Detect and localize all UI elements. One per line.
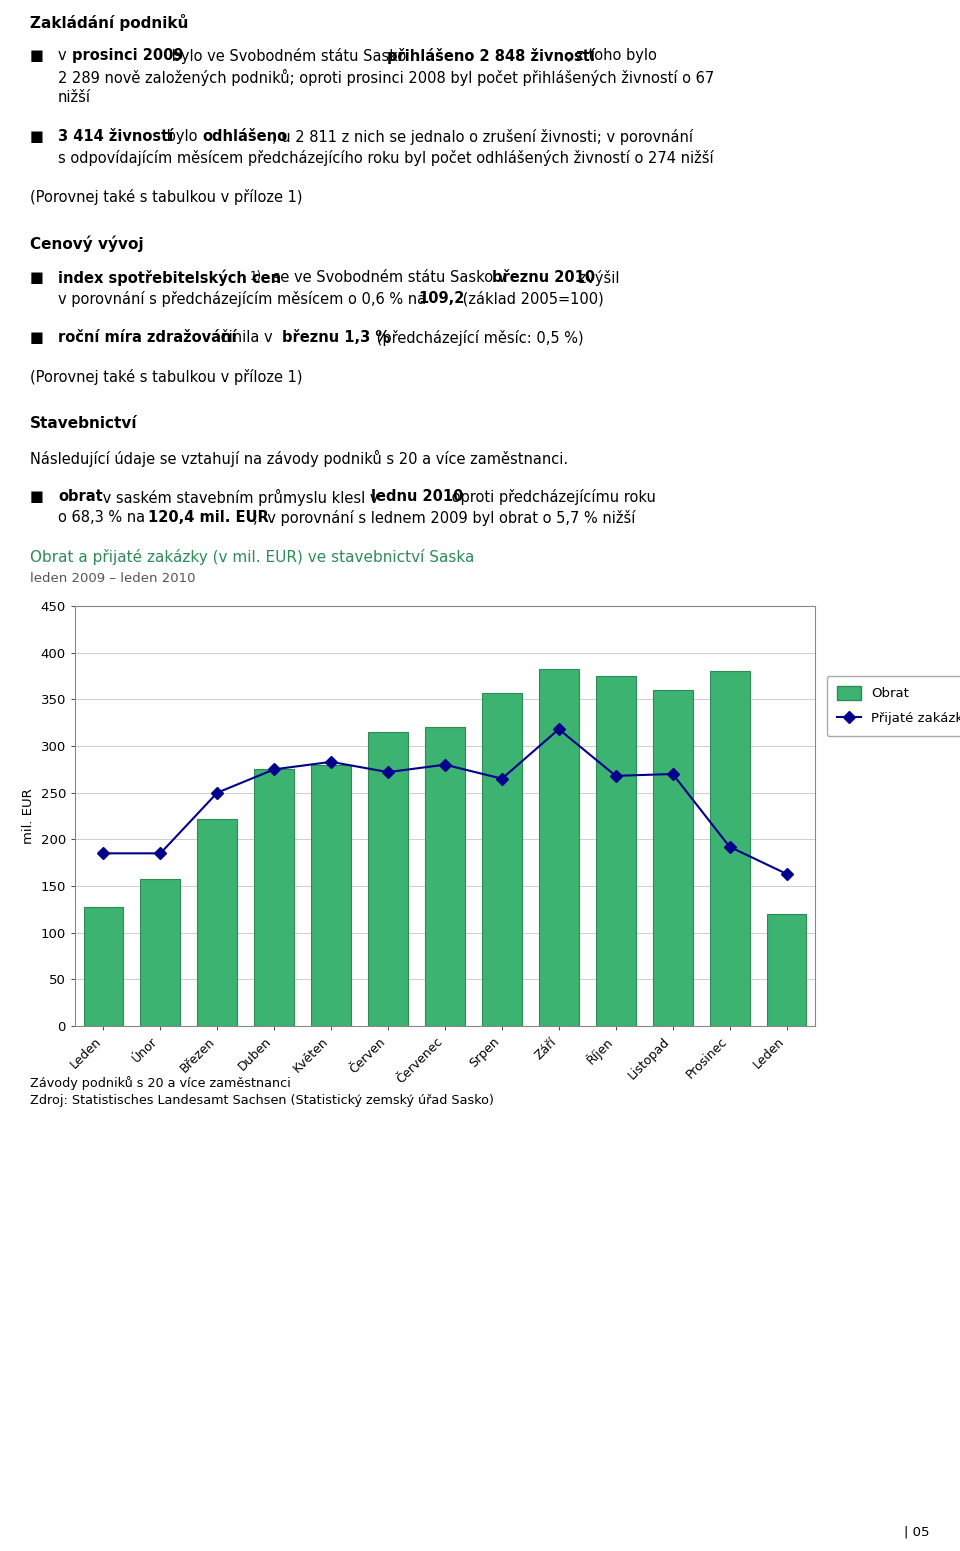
Text: v saském stavebním průmyslu klesl v: v saském stavebním průmyslu klesl v — [98, 489, 383, 506]
Bar — [254, 769, 294, 1027]
Bar — [425, 727, 465, 1027]
Text: Cenový vývoj: Cenový vývoj — [30, 236, 144, 253]
Text: , u 2 811 z nich se jednalo o zrušení živnosti; v porovnání: , u 2 811 z nich se jednalo o zrušení ži… — [272, 129, 693, 144]
Text: nižší: nižší — [58, 90, 91, 105]
Text: se ve Svobodném státu Sasko v: se ve Svobodném státu Sasko v — [268, 270, 511, 285]
Text: (základ 2005=100): (základ 2005=100) — [458, 292, 604, 307]
Text: 2 289 nově založených podniků; oproti prosinci 2008 byl počet přihlášených živno: 2 289 nově založených podniků; oproti pr… — [58, 68, 714, 85]
Text: činila v: činila v — [216, 330, 277, 344]
Text: přihlášeno 2 848 živností: přihlášeno 2 848 živností — [387, 48, 595, 64]
Text: zvýšil: zvýšil — [574, 270, 619, 285]
Text: 1): 1) — [250, 270, 262, 282]
Text: leden 2009 – leden 2010: leden 2009 – leden 2010 — [30, 572, 196, 585]
Text: Závody podniků s 20 a více zaměstnanci: Závody podniků s 20 a více zaměstnanci — [30, 1076, 291, 1090]
Text: (Porovnej také s tabulkou v příloze 1): (Porovnej také s tabulkou v příloze 1) — [30, 369, 302, 385]
Bar — [709, 672, 750, 1027]
Text: odhlášeno: odhlášeno — [202, 129, 287, 144]
Text: Obrat a přijaté zakázky (v mil. EUR) ve stavebnictví Saska: Obrat a přijaté zakázky (v mil. EUR) ve … — [30, 549, 474, 565]
Text: ■: ■ — [30, 489, 44, 504]
Text: bylo: bylo — [162, 129, 203, 144]
Bar — [368, 732, 408, 1027]
Text: lednu 2010: lednu 2010 — [371, 489, 464, 504]
Text: (Porovnej také s tabulkou v příloze 1): (Porovnej také s tabulkou v příloze 1) — [30, 189, 302, 205]
Text: ■: ■ — [30, 129, 44, 144]
Text: v porovnání s předcházejícím měsícem o 0,6 % na: v porovnání s předcházejícím měsícem o 0… — [58, 292, 431, 307]
Text: bylo ve Svobodném státu Sasko: bylo ve Svobodném státu Sasko — [167, 48, 411, 64]
Text: s odpovídajícím měsícem předcházejícího roku byl počet odhlášených živností o 27: s odpovídajícím měsícem předcházejícího … — [58, 150, 713, 166]
Text: ;  v porovnání s lednem 2009 byl obrat o 5,7 % nižší: ; v porovnání s lednem 2009 byl obrat o … — [253, 510, 636, 526]
Text: o 68,3 % na: o 68,3 % na — [58, 510, 150, 524]
Bar — [84, 906, 124, 1027]
Text: 3 414 živností: 3 414 živností — [58, 129, 173, 144]
Text: v: v — [58, 48, 71, 64]
Text: Zdroj: Statistisches Landesamt Sachsen (Statistický zemský úřad Sasko): Zdroj: Statistisches Landesamt Sachsen (… — [30, 1093, 493, 1107]
Bar — [596, 676, 636, 1027]
Text: (předcházející měsíc: 0,5 %): (předcházející měsíc: 0,5 %) — [372, 330, 584, 346]
Text: březnu 1,3 %: březnu 1,3 % — [282, 330, 390, 344]
Text: oproti předcházejícímu roku: oproti předcházejícímu roku — [447, 489, 656, 506]
Text: | 05: | 05 — [904, 1526, 930, 1539]
Text: 109,2: 109,2 — [418, 292, 465, 306]
Text: , z toho bylo: , z toho bylo — [567, 48, 657, 64]
Bar — [653, 690, 692, 1027]
Text: ■: ■ — [30, 48, 44, 64]
Bar — [539, 670, 579, 1027]
Text: roční míra zdražování: roční míra zdražování — [58, 330, 236, 344]
Text: 120,4 mil. EUR: 120,4 mil. EUR — [148, 510, 269, 524]
Text: březnu 2010: březnu 2010 — [492, 270, 595, 285]
Bar — [767, 914, 806, 1027]
Text: obrat: obrat — [58, 489, 103, 504]
Text: index spotřebitelských cen: index spotřebitelských cen — [58, 270, 281, 287]
Legend: Obrat, Přijaté zakázky: Obrat, Přijaté zakázky — [827, 676, 960, 735]
Bar — [482, 693, 522, 1027]
Text: Stavebnictví: Stavebnictví — [30, 416, 137, 431]
Bar — [311, 765, 351, 1027]
Bar — [140, 879, 180, 1027]
Text: ■: ■ — [30, 330, 44, 344]
Bar — [198, 819, 237, 1027]
Text: prosinci 2009: prosinci 2009 — [72, 48, 183, 64]
Text: ■: ■ — [30, 270, 44, 285]
Text: Zakládání podniků: Zakládání podniků — [30, 14, 188, 31]
Text: Následující údaje se vztahují na závody podniků s 20 a více zaměstnanci.: Následující údaje se vztahují na závody … — [30, 450, 568, 467]
Y-axis label: mil. EUR: mil. EUR — [22, 788, 36, 844]
